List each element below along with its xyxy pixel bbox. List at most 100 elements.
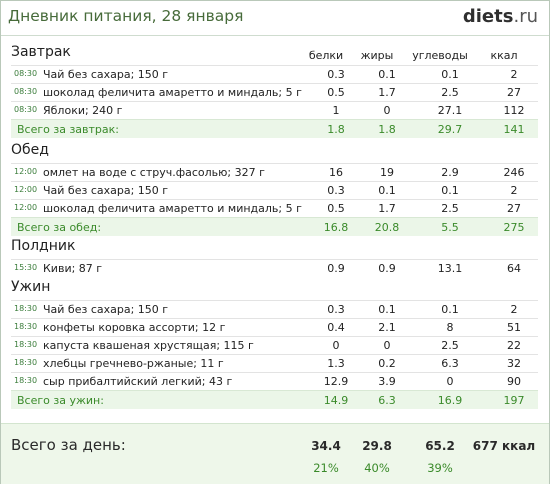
kcal-value: 2 xyxy=(510,184,518,197)
fat-value: 19 xyxy=(380,166,394,179)
day-carbs-percent: 39% xyxy=(427,461,453,475)
food-row[interactable]: 08:30 Яблоки; 240 г 1 0 27.1 112 xyxy=(11,101,538,119)
kcal-value: 27 xyxy=(507,86,521,99)
protein-value: 1.3 xyxy=(327,357,345,370)
section-title: Полдник xyxy=(11,238,76,254)
meal-time: 18:30 xyxy=(14,358,38,367)
meal-time: 12:00 xyxy=(14,185,38,194)
header-bar: Дневник питания, 28 января diets.ru xyxy=(1,1,549,36)
carbs-value: 6.3 xyxy=(441,357,459,370)
total-kcal: 197 xyxy=(503,394,525,407)
total-carbs: 16.9 xyxy=(437,394,463,407)
food-name: капуста квашеная хрустящая; 115 г xyxy=(43,339,254,352)
kcal-value: 64 xyxy=(507,262,521,275)
section-title: Обед xyxy=(11,142,49,158)
logo-main: diets xyxy=(462,6,514,27)
protein-value: 1 xyxy=(332,104,340,117)
kcal-value: 27 xyxy=(507,202,521,215)
fat-value: 1.7 xyxy=(378,86,396,99)
fat-value: 0.1 xyxy=(378,184,396,197)
food-name: сыр прибалтийский легкий; 43 г xyxy=(43,375,233,388)
food-name: Киви; 87 г xyxy=(43,262,103,275)
meal-time: 08:30 xyxy=(14,105,38,114)
food-name: Чай без сахара; 150 г xyxy=(43,68,169,81)
total-fat: 6.3 xyxy=(378,394,396,407)
food-name: Чай без сахара; 150 г xyxy=(43,303,169,316)
fat-value: 3.9 xyxy=(378,375,396,388)
food-row[interactable]: 08:30 Чай без сахара; 150 г 0.3 0.1 0.1 2 xyxy=(11,65,538,83)
fat-value: 0.9 xyxy=(378,262,396,275)
day-total-panel: Всего за день: 34.4 29.8 65.2 677 ккал 2… xyxy=(1,423,549,484)
col-header-protein: белки xyxy=(308,49,344,62)
kcal-value: 22 xyxy=(507,339,521,352)
total-fat: 20.8 xyxy=(374,221,400,234)
kcal-value: 51 xyxy=(507,321,521,334)
food-name: Яблоки; 240 г xyxy=(43,104,123,117)
fat-value: 0.1 xyxy=(378,68,396,81)
kcal-value: 112 xyxy=(503,104,525,117)
food-row[interactable]: 18:30 сыр прибалтийский легкий; 43 г 12.9 3… xyxy=(11,372,538,390)
kcal-value: 2 xyxy=(510,68,518,81)
meal-time: 18:30 xyxy=(14,322,38,331)
day-total-protein: 34.4 xyxy=(311,439,341,453)
carbs-value: 2.5 xyxy=(441,86,459,99)
food-name: конфеты коровка ассорти; 12 г xyxy=(43,321,226,334)
carbs-value: 0.1 xyxy=(441,303,459,316)
fat-value: 0 xyxy=(383,104,391,117)
total-kcal: 275 xyxy=(503,221,525,234)
meal-time: 15:30 xyxy=(14,263,38,272)
protein-value: 12.9 xyxy=(323,375,349,388)
protein-value: 0.4 xyxy=(327,321,345,334)
food-row[interactable]: 12:00 Чай без сахара; 150 г 0.3 0.1 0.1 2 xyxy=(11,181,538,199)
day-fat-percent: 40% xyxy=(364,461,390,475)
food-row[interactable]: 08:30 шоколад феличита амаретто и миндаль… xyxy=(11,83,538,101)
carbs-value: 2.5 xyxy=(441,339,459,352)
section-title: Завтрак xyxy=(11,44,71,60)
protein-value: 0 xyxy=(332,339,340,352)
carbs-value: 2.9 xyxy=(441,166,459,179)
total-protein: 14.9 xyxy=(323,394,349,407)
day-total-kcal: 677 ккал xyxy=(472,439,536,453)
meal-time: 18:30 xyxy=(14,340,38,349)
meal-time: 12:00 xyxy=(14,203,38,212)
protein-value: 0.5 xyxy=(327,86,345,99)
meal-time: 08:30 xyxy=(14,87,38,96)
fat-value: 0 xyxy=(383,339,391,352)
kcal-value: 246 xyxy=(503,166,525,179)
food-row[interactable]: 18:30 капуста квашеная хрустящая; 115 г 0 0… xyxy=(11,336,538,354)
protein-value: 0.9 xyxy=(327,262,345,275)
food-row[interactable]: 18:30 конфеты коровка ассорти; 12 г 0.4 2.1… xyxy=(11,318,538,336)
carbs-value: 27.1 xyxy=(437,104,463,117)
meal-time: 08:30 xyxy=(14,69,38,78)
section-total-label: Всего за ужин: xyxy=(17,394,104,407)
fat-value: 1.7 xyxy=(378,202,396,215)
food-row[interactable]: 15:30 Киви; 87 г 0.9 0.9 13.1 64 xyxy=(11,259,538,277)
meal-time: 18:30 xyxy=(14,304,38,313)
carbs-value: 2.5 xyxy=(441,202,459,215)
carbs-value: 0 xyxy=(446,375,454,388)
carbs-value: 0.1 xyxy=(441,68,459,81)
carbs-value: 13.1 xyxy=(437,262,463,275)
section-total-label: Всего за завтрак: xyxy=(17,123,120,136)
meal-time: 12:00 xyxy=(14,167,38,176)
day-total-carbs: 65.2 xyxy=(425,439,455,453)
total-protein: 16.8 xyxy=(323,221,349,234)
page-title: Дневник питания, 28 января xyxy=(8,7,244,25)
protein-value: 0.5 xyxy=(327,202,345,215)
food-row[interactable]: 12:00 омлет на воде с струч.фасолью; 327 … xyxy=(11,163,538,181)
fat-value: 0.1 xyxy=(378,303,396,316)
food-row[interactable]: 18:30 хлебцы гречнево-ржаные; 11 г 1.3 0.2 6… xyxy=(11,354,538,372)
protein-value: 0.3 xyxy=(327,184,345,197)
fat-value: 0.2 xyxy=(378,357,396,370)
site-logo[interactable]: diets.ru xyxy=(463,6,538,27)
section-total-row: Всего за завтрак: 1.8 1.8 29.7 141 xyxy=(11,119,538,138)
total-protein: 1.8 xyxy=(327,123,345,136)
carbs-value: 0.1 xyxy=(441,184,459,197)
food-name: шоколад феличита амаретто и миндаль; 5 г xyxy=(43,202,302,215)
day-total-label: Всего за день: xyxy=(11,436,126,454)
food-row[interactable]: 18:30 Чай без сахара; 150 г 0.3 0.1 0.1 2 xyxy=(11,300,538,318)
total-kcal: 141 xyxy=(503,123,525,136)
day-protein-percent: 21% xyxy=(313,461,339,475)
food-row[interactable]: 12:00 шоколад феличита амаретто и миндаль… xyxy=(11,199,538,217)
food-name: шоколад феличита амаретто и миндаль; 5 г xyxy=(43,86,302,99)
